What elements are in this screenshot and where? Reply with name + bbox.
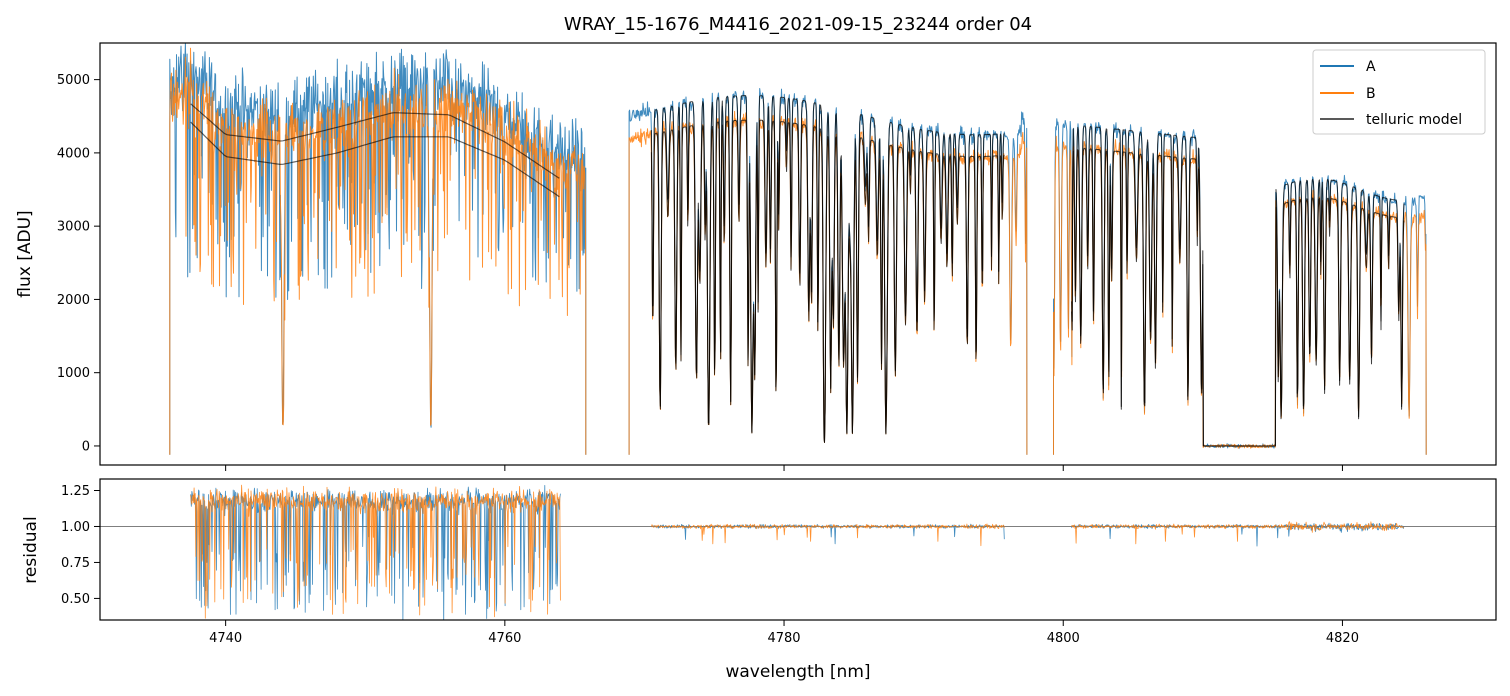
legend: A B telluric model <box>1312 49 1486 135</box>
x-tick-label: 4780 <box>767 631 800 646</box>
series-a-line <box>169 43 587 455</box>
x-tick-label: 4820 <box>1326 631 1359 646</box>
legend-label-a: A <box>1366 59 1376 75</box>
legend-label-telluric: telluric model <box>1366 112 1462 128</box>
telluric-model-continuum <box>190 103 560 179</box>
top-plot-area <box>169 43 1427 455</box>
telluric-model-line <box>650 119 1005 443</box>
residual-y-axis-label: residual <box>21 516 41 583</box>
y-tick-label: 3000 <box>57 220 90 235</box>
y-tick-label: 0 <box>82 439 90 454</box>
x-tick-label: 4760 <box>488 631 521 646</box>
telluric-model-line <box>1071 147 1405 447</box>
y-tick-label: 5000 <box>57 73 90 88</box>
axes-frame <box>99 42 1497 466</box>
y-tick-label: 1.25 <box>61 484 90 499</box>
y-tick-label: 1.00 <box>61 520 90 535</box>
legend-frame <box>1312 49 1486 135</box>
telluric-model-continuum <box>190 121 560 198</box>
residual-plot-area <box>100 484 1496 620</box>
residual-b-line <box>190 484 561 619</box>
y-tick-label: 2000 <box>57 293 90 308</box>
series-b-line <box>169 47 587 455</box>
top-axes: 0 1000 2000 3000 4000 5000 <box>57 42 1497 471</box>
y-tick-label: 1000 <box>57 366 90 381</box>
x-axis-label: wavelength [nm] <box>725 662 870 682</box>
top-y-axis-label: flux [ADU] <box>15 210 35 297</box>
y-tick-label: 0.50 <box>61 592 90 607</box>
y-tick-label: 0.75 <box>61 556 90 571</box>
residual-axes: 4740 4760 4780 4800 4820 0.50 0.75 1.00 1.25 <box>61 478 1497 646</box>
chart-title: WRAY_15-1676_M4416_2021-09-15_23244 orde… <box>564 14 1032 35</box>
x-tick-label: 4740 <box>209 631 242 646</box>
x-tick-label: 4800 <box>1047 631 1080 646</box>
residual-b-line <box>651 523 1005 547</box>
residual-b-line <box>1071 521 1404 545</box>
legend-label-b: B <box>1366 86 1376 102</box>
y-tick-label: 4000 <box>57 146 90 161</box>
axes-frame <box>99 478 1497 621</box>
